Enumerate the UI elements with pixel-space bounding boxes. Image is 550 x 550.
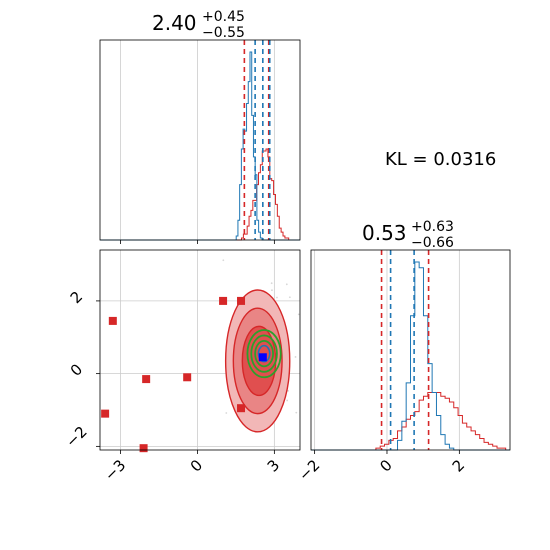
title-right-minus: −0.66: [411, 235, 454, 251]
title-top-median: 2.40: [152, 11, 197, 35]
title-top-plus: +0.45: [202, 9, 245, 25]
sample-point: [222, 259, 225, 262]
scatter-contour: −3 0 3 −2 0 2: [62, 249, 301, 484]
sample-point: [294, 356, 297, 358]
x-tick-label: −2: [295, 456, 323, 484]
axes-frame: [99, 249, 301, 451]
y-tick-label: 0: [67, 360, 86, 379]
reference-point: [183, 373, 192, 382]
reference-point: [139, 444, 148, 453]
histogram-right: −2 0 2: [295, 249, 511, 484]
sample-point: [288, 296, 291, 299]
reference-point: [142, 375, 151, 384]
reference-point: [237, 296, 246, 305]
x-tick-label: 0: [376, 456, 395, 475]
title-right-plus: +0.63: [411, 219, 454, 235]
reference-point: [219, 296, 228, 305]
model-contour: [250, 334, 278, 373]
reference-point: [237, 404, 246, 413]
x-tick-label: −3: [101, 456, 129, 484]
model-contour: [254, 340, 274, 368]
y-tick-label: 2: [67, 288, 86, 307]
panel-top-left: 2.40 +0.45 −0.55: [99, 9, 301, 244]
sample-point: [276, 296, 278, 299]
model-contour: [246, 329, 282, 379]
axes-frame: [99, 39, 301, 241]
sample-point: [297, 313, 300, 316]
model-contour-core: [257, 344, 271, 363]
reference-point: [108, 316, 117, 325]
sample-point: [285, 283, 288, 286]
histogram-top: [99, 39, 301, 244]
histogram-step: [311, 391, 510, 451]
y-tick-label: −2: [62, 423, 90, 451]
title-right-median: 0.53: [362, 221, 407, 245]
panel-bottom-left: −3 0 3 −2 0 2: [62, 249, 301, 484]
panel-bottom-right: 0.53 +0.63 −0.66 −2 0 2: [295, 219, 511, 484]
histogram-step: [311, 261, 510, 451]
sample-point: [271, 289, 273, 292]
kl-label: KL = 0.0316: [385, 149, 496, 170]
axes-frame: [310, 249, 511, 451]
sample-point: [270, 282, 273, 285]
x-tick-label: 0: [187, 456, 206, 475]
sample-point: [225, 412, 228, 414]
x-tick-label: 3: [264, 456, 283, 475]
sample-point: [286, 399, 289, 402]
sample-point: [295, 411, 298, 414]
true-point: [258, 353, 267, 362]
x-tick-label: 2: [449, 456, 468, 475]
reference-point: [101, 409, 110, 418]
title-top-minus: −0.55: [202, 25, 245, 41]
